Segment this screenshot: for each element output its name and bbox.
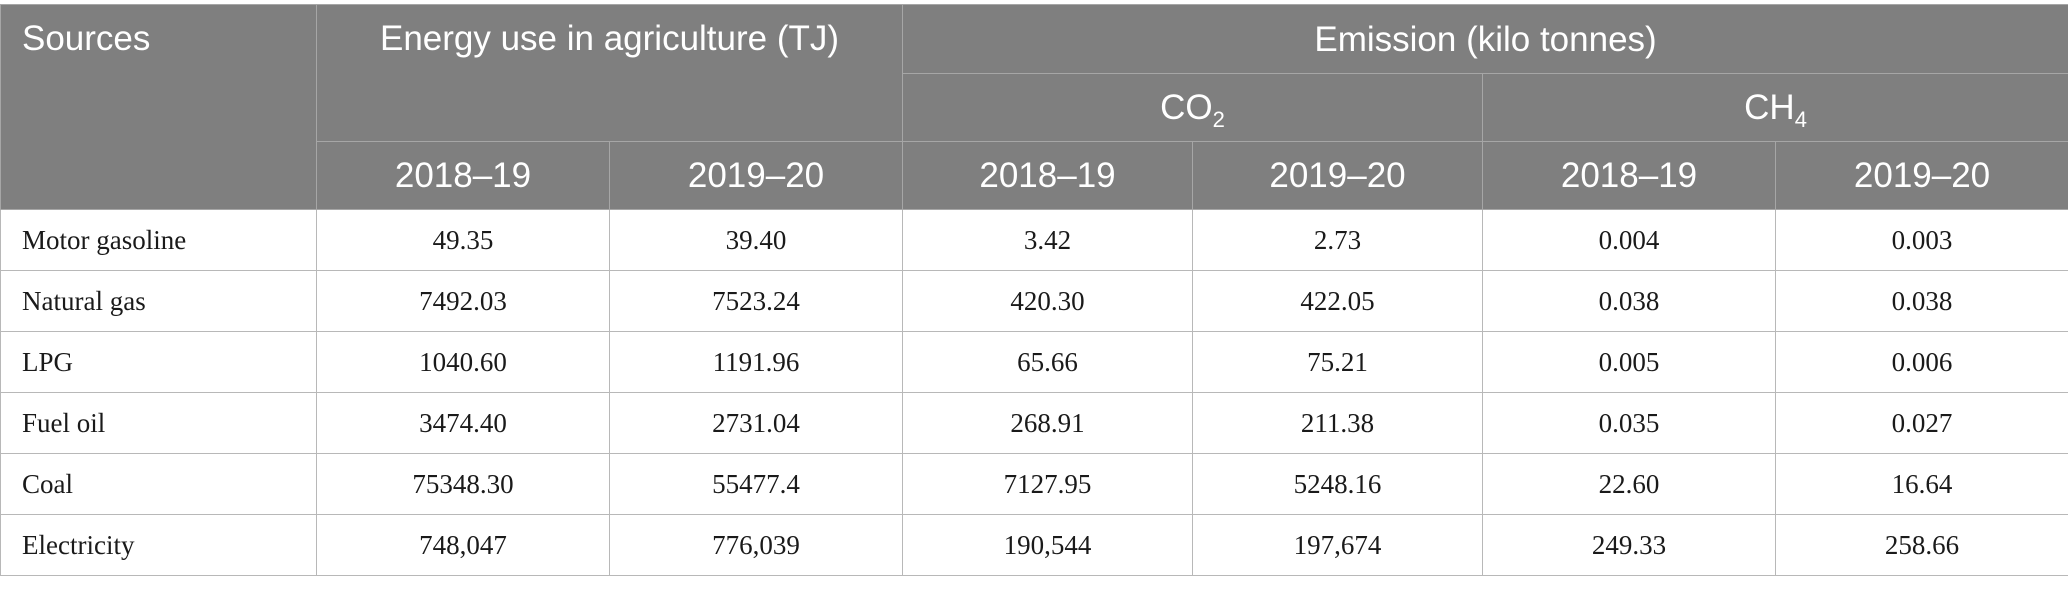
cell-value: 1040.60 xyxy=(316,331,610,393)
cell-value: 190,544 xyxy=(902,514,1194,576)
cell-value: 420.30 xyxy=(902,270,1194,332)
header-year: 2019–20 xyxy=(608,141,904,210)
cell-value: 1191.96 xyxy=(608,331,904,393)
header-row-2: CO2 CH4 xyxy=(1,73,2068,142)
header-year: 2018–19 xyxy=(1482,141,1777,210)
row-source: Fuel oil xyxy=(0,392,317,454)
table-container: Sources Energy use in agriculture (TJ) E… xyxy=(0,4,2068,576)
header-row-3: 2018–19 2019–20 2018–19 2019–20 2018–19 … xyxy=(1,141,2068,210)
row-source: Natural gas xyxy=(0,270,317,332)
cell-value: 7523.24 xyxy=(608,270,904,332)
cell-value: 0.005 xyxy=(1482,331,1777,393)
cell-value: 7127.95 xyxy=(902,453,1194,515)
table-row: Coal 75348.30 55477.4 7127.95 5248.16 22… xyxy=(0,453,2068,515)
cell-value: 0.004 xyxy=(1482,209,1777,271)
header-emission: Emission (kilo tonnes) xyxy=(902,4,2068,74)
cell-value: 748,047 xyxy=(316,514,610,576)
cell-value: 211.38 xyxy=(1192,392,1484,454)
header-year: 2019–20 xyxy=(1192,141,1484,210)
table-row: Electricity 748,047 776,039 190,544 197,… xyxy=(0,514,2068,576)
cell-value: 268.91 xyxy=(902,392,1194,454)
cell-value: 0.003 xyxy=(1775,209,2068,271)
cell-value: 197,674 xyxy=(1192,514,1484,576)
row-source: Electricity xyxy=(0,514,317,576)
header-year: 2018–19 xyxy=(902,141,1194,210)
header-energy-use: Energy use in agriculture (TJ) xyxy=(315,4,904,142)
cell-value: 7492.03 xyxy=(316,270,610,332)
header-row-1: Sources Energy use in agriculture (TJ) E… xyxy=(0,4,2068,210)
table-row: LPG 1040.60 1191.96 65.66 75.21 0.005 0.… xyxy=(0,331,2068,393)
cell-value: 0.035 xyxy=(1482,392,1777,454)
cell-value: 2.73 xyxy=(1192,209,1484,271)
cell-value: 0.027 xyxy=(1775,392,2068,454)
cell-value: 776,039 xyxy=(608,514,904,576)
header-ch4-base: CH xyxy=(1744,88,1795,127)
cell-value: 422.05 xyxy=(1192,270,1484,332)
table-row: Fuel oil 3474.40 2731.04 268.91 211.38 0… xyxy=(0,392,2068,454)
cell-value: 249.33 xyxy=(1482,514,1777,576)
header-co2-base: CO xyxy=(1160,88,1213,127)
cell-value: 22.60 xyxy=(1482,453,1777,515)
cell-value: 65.66 xyxy=(902,331,1194,393)
cell-value: 75.21 xyxy=(1192,331,1484,393)
row-source: LPG xyxy=(0,331,317,393)
cell-value: 5248.16 xyxy=(1192,453,1484,515)
header-sources: Sources xyxy=(0,4,317,210)
table-header: Sources Energy use in agriculture (TJ) E… xyxy=(0,4,2068,210)
cell-value: 0.038 xyxy=(1482,270,1777,332)
table-row: Natural gas 7492.03 7523.24 420.30 422.0… xyxy=(0,270,2068,332)
cell-value: 49.35 xyxy=(316,209,610,271)
row-source: Motor gasoline xyxy=(0,209,317,271)
cell-value: 55477.4 xyxy=(608,453,904,515)
header-co2: CO2 xyxy=(902,73,1484,142)
cell-value: 39.40 xyxy=(608,209,904,271)
table-row: Motor gasoline 49.35 39.40 3.42 2.73 0.0… xyxy=(0,209,2068,271)
header-ch4: CH4 xyxy=(1482,73,2068,142)
cell-value: 3.42 xyxy=(902,209,1194,271)
cell-value: 75348.30 xyxy=(316,453,610,515)
cell-value: 258.66 xyxy=(1775,514,2068,576)
row-source: Coal xyxy=(0,453,317,515)
cell-value: 16.64 xyxy=(1775,453,2068,515)
table-body: Motor gasoline 49.35 39.40 3.42 2.73 0.0… xyxy=(0,209,2068,576)
header-year: 2018–19 xyxy=(316,141,610,210)
cell-value: 2731.04 xyxy=(608,392,904,454)
cell-value: 3474.40 xyxy=(316,392,610,454)
energy-emission-table: Sources Energy use in agriculture (TJ) E… xyxy=(0,4,2068,576)
cell-value: 0.038 xyxy=(1775,270,2068,332)
header-co2-subscript: 2 xyxy=(1212,107,1225,132)
header-year: 2019–20 xyxy=(1775,141,2068,210)
header-ch4-subscript: 4 xyxy=(1794,107,1807,132)
cell-value: 0.006 xyxy=(1775,331,2068,393)
